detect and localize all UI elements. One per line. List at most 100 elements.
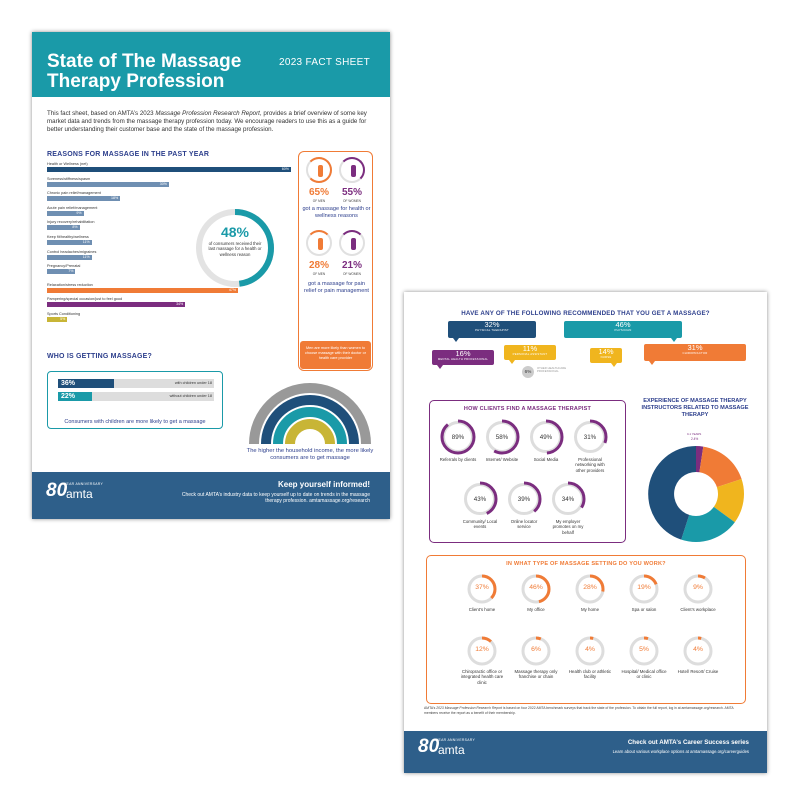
anniversary-logo-number: 80: [46, 480, 68, 501]
reason-bar-value: 47%: [228, 287, 237, 292]
who-title: WHO IS GETTING MASSAGE?: [47, 353, 152, 360]
reason-bar-row: Chronic pain relief/management 18%: [47, 191, 121, 202]
bubble-label: PHYSICAL THERAPIST: [475, 328, 509, 332]
hands-icon: 6%: [521, 636, 551, 666]
footer-text: Check out AMTA’s industry data to keep y…: [181, 492, 370, 505]
men-pain-label: OF MEN: [312, 272, 326, 276]
amta-logo: amta: [66, 487, 93, 501]
setting-label: Massage therapy only franchise or chain: [514, 669, 558, 680]
wellness-ring-graphic: [196, 209, 274, 287]
recommend-title: HAVE ANY OF THE FOLLOWING RECOMMENDED TH…: [461, 310, 710, 317]
bubble-chiropractor: 31% CHIROPRACTOR: [644, 344, 746, 365]
bubble-label: CHIROPRACTOR: [682, 351, 708, 355]
wellness-ring: 48% of consumers received their last mas…: [194, 207, 276, 289]
anniversary-logo-text: YEAR ANNIVERSARY: [436, 738, 476, 742]
setting-pct: 12%: [475, 646, 489, 653]
experience-donut: [648, 446, 744, 542]
find-therapist-box: HOW CLIENTS FIND A MASSAGE THERAPIST 89%…: [429, 400, 626, 543]
income-arcs: [249, 383, 371, 445]
without-children-pct: 22%: [61, 393, 76, 400]
bubble-label: PHYSICIAN: [614, 328, 632, 332]
reason-bar: 8%: [47, 225, 80, 231]
reason-bar: 7%: [47, 269, 76, 275]
reason-bar-row: Pregnancy/Prenatal 7%: [47, 264, 80, 275]
find-label: Professional networking with other provi…: [575, 457, 605, 473]
house-icon: 37%: [467, 574, 497, 604]
find-circle: 89%: [440, 419, 476, 455]
find-circle: 31%: [572, 419, 608, 455]
reason-bar-row: Sports Conditioning 5%: [47, 312, 80, 322]
bubble-pct: 16%: [455, 349, 471, 358]
note-report-name: 2023 Massage Profession Research Report: [436, 706, 503, 710]
with-children-bar: 36%: [58, 379, 214, 388]
reason-bar-label: Injury recovery/rehabilitation: [47, 220, 95, 225]
reason-bar-row: Pampering/special occasion/just to feel …: [47, 297, 186, 308]
reason-bar-value: 9%: [76, 210, 82, 215]
bubble-label: MENTAL HEALTH PROFESSIONAL: [437, 357, 489, 361]
women-pain-icon: [339, 230, 365, 256]
reason-bar: 60%: [47, 167, 291, 172]
page-title: State of The Massage Therapy Profession: [47, 51, 242, 92]
find-label: Referrals by clients: [439, 457, 477, 462]
find-pct: 89%: [451, 434, 465, 441]
fact-sheet-label: 2023 FACT SHEET: [278, 57, 370, 68]
find-label: Internet/ Website: [485, 457, 519, 462]
who-note: Consumers with children are more likely …: [64, 419, 206, 425]
intro-report-name: Massage Profession Research Report: [155, 110, 260, 117]
reason-bar-row: Relaxation/stress reduction 47%: [47, 283, 239, 293]
find-pct: 58%: [495, 434, 509, 441]
women-pain-pct: 21%: [341, 260, 362, 271]
setting-pct: 19%: [637, 584, 651, 591]
bubble-personal-assistant: 11% PERSONAL ASSISTANT: [504, 344, 556, 364]
bubble-physical-therapist: 32% PHYSICAL THERAPIST: [448, 321, 536, 342]
find-pct: 39%: [517, 496, 531, 503]
women-health-label: OF WOMEN: [343, 199, 361, 203]
health-caption: got a massage for health or wellness rea…: [302, 206, 371, 219]
bubble-other-pct: 6%: [522, 366, 534, 378]
reason-bar: 11%: [47, 254, 92, 260]
find-label: My employer promotes on my behalf: [552, 519, 584, 535]
setting-label: Spa or salon: [631, 607, 657, 612]
find-circle: 58%: [484, 419, 520, 455]
setting-label: My office: [527, 607, 545, 612]
header-band: State of The Massage Therapy Profession …: [32, 32, 390, 97]
setting-label: Client’s home: [468, 607, 496, 612]
footer-band: 80 YEAR ANNIVERSARY amta Keep yourself i…: [32, 472, 390, 519]
reason-bar: 18%: [47, 196, 121, 202]
reason-bar-row: Control headaches/migraines 11%: [47, 250, 96, 260]
wellness-pct: 48%: [220, 224, 250, 240]
reason-bar-row: Keep fit/healthy/wellness 11%: [47, 235, 92, 245]
with-children-label: with children under 18: [174, 381, 212, 385]
women-pain-label: OF WOMEN: [343, 272, 361, 276]
setting-pct: 4%: [693, 646, 703, 653]
reason-bar: 34%: [47, 302, 186, 308]
office-icon: 46%: [521, 574, 551, 604]
palm-icon: 4%: [683, 636, 713, 666]
reason-bar-label: Soreness/stiffness/spasm: [47, 176, 91, 181]
reason-bar-label: Keep fit/healthy/wellness: [47, 235, 89, 239]
reason-bar-label: Health or Wellness (net): [47, 162, 88, 166]
find-circle: 39%: [506, 481, 542, 517]
reason-bar-value: 30%: [159, 181, 167, 186]
setting-pct: 6%: [531, 646, 541, 653]
intro-paragraph: This fact sheet, based on AMTA’s 2023 Ma…: [47, 110, 373, 134]
footer-band-2: 80 YEAR ANNIVERSARY amta Check out AMTA’…: [404, 731, 767, 773]
find-label: Online locator service: [510, 519, 538, 530]
reason-bar: 5%: [47, 317, 68, 322]
reasons-title: REASONS FOR MASSAGE IN THE PAST YEAR: [47, 151, 210, 158]
amta-logo: amta: [438, 743, 465, 757]
men-health-label: OF MEN: [312, 199, 326, 203]
footer-heading: Keep yourself informed!: [277, 480, 370, 489]
setting-pct: 37%: [475, 584, 489, 591]
find-circle: 43%: [462, 481, 498, 517]
reason-bar: 11%: [47, 240, 92, 245]
setting-label: Health club or athletic facility: [568, 669, 612, 680]
setting-pct: 9%: [693, 584, 703, 591]
women-health-pct: 55%: [341, 187, 362, 198]
spine-icon: 12%: [467, 636, 497, 666]
find-label: Social Media: [533, 457, 559, 462]
reason-bar-value: 11%: [82, 254, 90, 259]
bubble-pct: 11%: [522, 344, 538, 353]
find-circle: 49%: [528, 419, 564, 455]
setting-pct: 46%: [529, 584, 543, 591]
